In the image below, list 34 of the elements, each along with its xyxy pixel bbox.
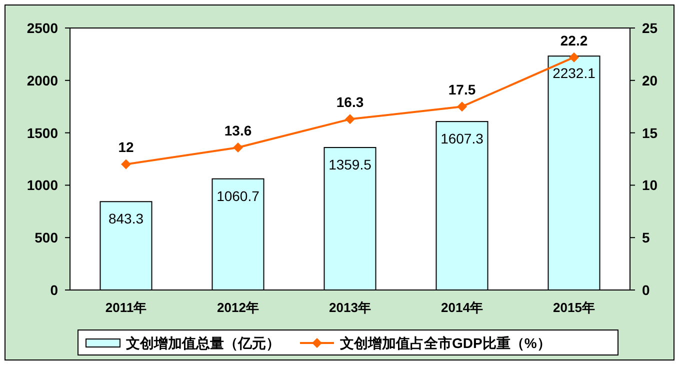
point [569, 52, 579, 62]
data-label: 1359.5 [328, 156, 372, 173]
data-label: 1060.7 [216, 188, 260, 204]
data-label: 16.3 [336, 94, 364, 110]
y-tick-label: 1500 [26, 124, 58, 141]
y-tick-label: 2000 [26, 72, 58, 88]
legend-label: 文创增加值总量（亿元） [125, 335, 280, 351]
x-tick-label: 2013年 [329, 300, 371, 315]
y2-tick-label: 0 [642, 282, 650, 298]
data-label: 843.3 [108, 210, 144, 227]
data-label: 13.6 [224, 122, 252, 138]
point [121, 159, 131, 170]
y-tick-label: 0 [50, 282, 58, 298]
y-tick-label: 1000 [26, 177, 58, 194]
point [457, 102, 467, 112]
y-tick-label: 2500 [26, 20, 58, 36]
point [233, 142, 243, 152]
y2-tick-label: 10 [642, 177, 658, 194]
y2-tick-label: 5 [642, 230, 650, 246]
x-tick-label: 2011年 [105, 300, 147, 315]
x-tick-label: 2012年 [217, 300, 259, 315]
x-tick-label: 2015年 [553, 300, 595, 315]
point [345, 114, 355, 124]
y2-tick-label: 20 [642, 72, 658, 88]
y2-tick-label: 25 [642, 20, 658, 36]
y-tick-label: 500 [34, 230, 58, 246]
data-label: 1607.3 [440, 130, 484, 147]
x-tick-label: 2014年 [441, 300, 483, 315]
data-label: 12 [118, 139, 134, 156]
legend-label: 文创增加值占全市GDP比重（%） [339, 335, 551, 351]
data-label: 22.2 [560, 32, 588, 48]
data-label: 2232.1 [552, 65, 596, 82]
data-label: 17.5 [448, 82, 476, 98]
y2-tick-label: 15 [642, 124, 658, 141]
